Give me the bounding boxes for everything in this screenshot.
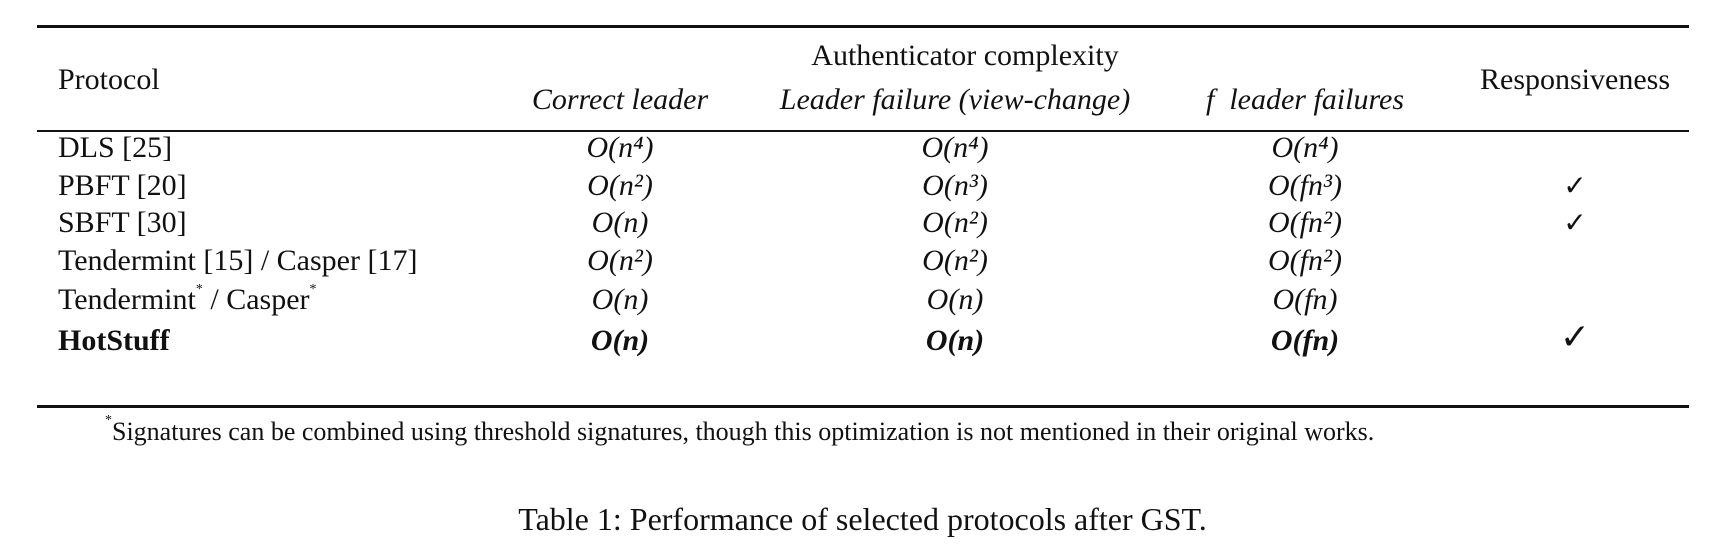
row-pbft-correct-leader: O(n²) (587, 169, 653, 202)
row-tendermint-star-label: Tendermint (58, 283, 196, 316)
table-top-rule (37, 25, 1689, 28)
asterisk-marker: * (309, 282, 317, 297)
row-dls-leader-failure: O(n⁴) (921, 131, 989, 164)
table-header-rule (37, 130, 1689, 132)
row-sbft-correct-leader: O(n) (591, 206, 649, 239)
row-pbft-leader-failure: O(n³) (922, 169, 988, 202)
row-hotstuff-protocol: HotStuff (58, 324, 170, 357)
row-sbft-leader-failure: O(n²) (922, 206, 988, 239)
table-footnote: *Signatures can be combined using thresh… (105, 413, 1375, 449)
header-leader-failure: Leader failure (view-change) (779, 83, 1131, 116)
row-sbft-responsiveness-check-icon: ✓ (1563, 206, 1587, 239)
f-symbol: f (1205, 83, 1215, 116)
header-authenticator-complexity: Authenticator complexity (811, 39, 1119, 72)
row-hotstuff-responsiveness-check-icon: ✓ (1559, 317, 1591, 358)
footnote-marker: * (105, 413, 112, 428)
row-hotstuff-correct-leader: O(n) (590, 324, 650, 357)
header-correct-leader: Correct leader (531, 83, 709, 116)
row-tendermint-casper-f-failures: O(fn²) (1268, 244, 1342, 277)
row-pbft-f-failures: O(fn³) (1268, 169, 1342, 202)
row-tendermint-casper-correct-leader: O(n²) (587, 244, 653, 277)
table-caption: Table 1: Performance of selected protoco… (518, 501, 1207, 537)
row-sbft-protocol: SBFT [30] (58, 206, 187, 239)
row-tendermint-star-leader-failure: O(n) (926, 283, 984, 316)
row-tendermint-casper-leader-failure: O(n²) (922, 244, 988, 277)
row-dls-f-failures: O(n⁴) (1271, 131, 1339, 164)
footnote-text: Signatures can be combined using thresho… (112, 417, 1375, 446)
row-tendermint-star-f-failures: O(fn) (1272, 283, 1338, 316)
row-hotstuff-f-failures: O(fn) (1270, 324, 1340, 357)
asterisk-marker: * (195, 282, 203, 297)
row-dls-correct-leader: O(n⁴) (586, 131, 654, 164)
row-dls-responsiveness (1465, 130, 1685, 166)
row-pbft-protocol: PBFT [20] (58, 169, 187, 202)
table-bottom-rule (37, 405, 1689, 408)
header-protocol: Protocol (58, 63, 160, 96)
row-sbft-f-failures: O(fn²) (1268, 206, 1342, 239)
header-f-leader-failures-label: leader failures (1229, 83, 1405, 116)
row-tendermint-star-correct-leader: O(n) (591, 283, 649, 316)
row-tendermint-star-casper-star-protocol: Tendermint* / Casper* (58, 282, 317, 318)
row-casper-star-label: / Casper (202, 283, 310, 316)
row-hotstuff-leader-failure: O(n) (925, 324, 985, 357)
row-tendermint-casper-responsiveness (1465, 243, 1685, 279)
header-f-leader-failures: f leader failures (1180, 82, 1430, 118)
header-responsiveness: Responsiveness (1480, 63, 1670, 96)
row-tendermint-casper-protocol: Tendermint [15] / Casper [17] (58, 244, 418, 277)
row-tendermint-star-responsiveness (1465, 282, 1685, 318)
row-dls-protocol: DLS [25] (58, 131, 173, 164)
row-pbft-responsiveness-check-icon: ✓ (1563, 169, 1587, 202)
